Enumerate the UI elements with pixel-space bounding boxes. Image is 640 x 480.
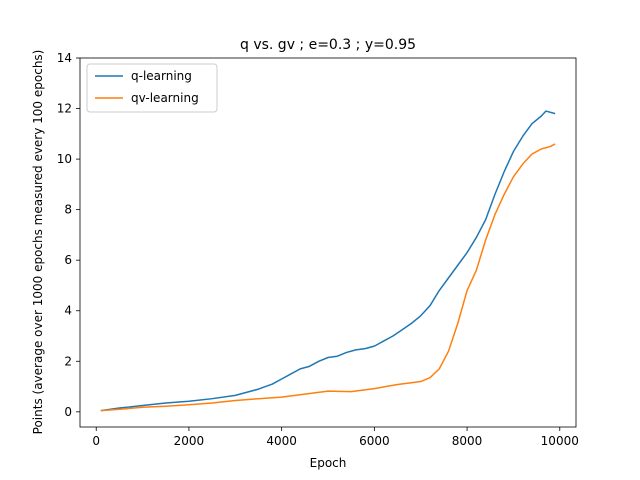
series-line-0 [100, 110, 556, 412]
y-tick-label: 10 [57, 152, 72, 166]
series-line-1 [100, 143, 556, 412]
axis-ticks: 0 2000 4000 6000 8000 10000 0 2 4 6 8 10 12 14 [57, 51, 579, 448]
y-tick-label: 6 [64, 253, 72, 267]
legend: q-learning qv-learning [86, 63, 218, 113]
chart-title: q vs. gv ; e=0.3 ; y=0.95 [240, 37, 416, 53]
x-tick-label: 2000 [174, 434, 205, 448]
legend-label-1: qv-learning [131, 91, 199, 105]
plot-area [79, 57, 577, 428]
x-axis-label: Epoch [310, 456, 347, 470]
y-tick-label: 14 [57, 51, 72, 65]
y-tick-label: 4 [64, 304, 72, 318]
legend-label-0: q-learning [131, 69, 192, 83]
y-tick-label: 0 [64, 405, 72, 419]
x-tick-label: 0 [92, 434, 100, 448]
y-tick-label: 8 [64, 203, 72, 217]
x-tick-label: 6000 [359, 434, 390, 448]
y-tick-label: 12 [57, 102, 72, 116]
x-tick-label: 8000 [452, 434, 483, 448]
x-tick-label: 4000 [266, 434, 297, 448]
axes-frame [79, 57, 577, 428]
y-tick-label: 2 [64, 354, 72, 368]
y-axis-label: Points (average over 1000 epochs measure… [31, 50, 45, 435]
x-tick-label: 10000 [541, 434, 579, 448]
